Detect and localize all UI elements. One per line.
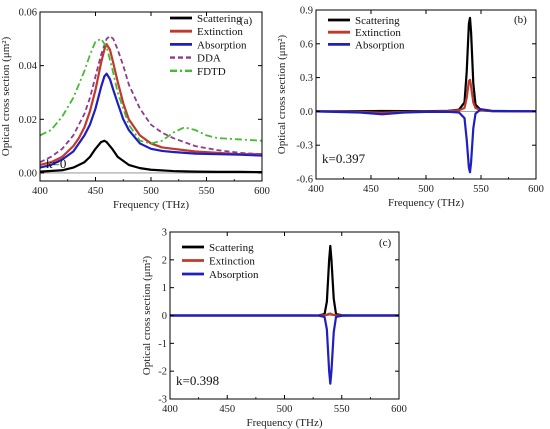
legend-entry: Extinction (197, 26, 243, 38)
legend-entry: Extinction (355, 27, 401, 39)
panel-a: 400 450 500 550 600 0.00 0.02 0.04 0.06 Frequency… (0, 8, 270, 212)
y-tick-label: 1 (162, 283, 167, 294)
x-tick-label: 600 (391, 404, 407, 415)
series-line-scattering (316, 16, 536, 113)
series-line-dda (40, 35, 262, 164)
legend-entry: DDA (197, 53, 221, 65)
y-tick-label: 3 (162, 228, 167, 239)
x-tick-label: 450 (219, 404, 235, 415)
legend-entry: Absorption (197, 39, 247, 51)
x-tick-label: 500 (277, 404, 293, 415)
y-axis-title: Optical cross section (μm²) (141, 255, 153, 375)
series-line-absorption (40, 72, 262, 169)
x-tick-label: 550 (473, 184, 489, 195)
x-tick-label: 500 (143, 186, 159, 197)
y-tick-label: 0.9 (300, 6, 313, 17)
y-tick-label: 0.04 (19, 61, 38, 72)
x-tick-label: 450 (363, 184, 379, 195)
y-tick-label: -0.3 (296, 141, 313, 152)
panel-c: 400 450 500 550 600 -3 -2 -1 0 1 2 3 Frequency (THz)… (141, 228, 407, 429)
legend-entry: Absorption (209, 269, 259, 281)
series-line-extinction (40, 43, 262, 166)
k-annotation: k=0.398 (176, 373, 219, 388)
legend-entry: Scattering (355, 15, 400, 27)
x-tick-label: 500 (418, 184, 434, 195)
k-annotation: k=0.397 (322, 151, 366, 166)
y-tick-label: 0 (162, 311, 167, 322)
legend-entry: Extinction (209, 256, 255, 268)
y-tick-label: 2 (162, 255, 167, 266)
legend-entry: Scattering (197, 13, 242, 25)
legend-entry: Scattering (209, 242, 254, 254)
y-tick-label: -2 (158, 367, 167, 378)
x-axis-title: Frequency (THz) (246, 417, 322, 429)
x-tick-label: 450 (88, 186, 104, 197)
x-tick-label: 550 (334, 404, 350, 415)
x-axis-title: Frequency (THz) (113, 199, 189, 211)
y-tick-label: 0.02 (19, 115, 37, 126)
y-axis-title: Optical cross section (μm²) (0, 36, 12, 156)
x-tick-label: 400 (162, 404, 178, 415)
legend-entry: Absorption (355, 39, 405, 51)
y-tick-label: -1 (158, 339, 167, 350)
panel-b: 400 450 500 550 600 -0.6 -0.3 0.0 0.3 0.6 0.9 Frequ… (276, 6, 544, 210)
x-tick-label: 550 (199, 186, 215, 197)
legend-entry: FDTD (197, 66, 226, 78)
y-tick-label: 0.3 (300, 73, 313, 84)
y-tick-label: -3 (158, 395, 167, 406)
x-tick-label: 400 (308, 184, 324, 195)
y-tick-label: 0.06 (19, 8, 37, 19)
series-line-fdtd (40, 37, 262, 145)
y-axis-title: Optical cross section (μm²) (276, 34, 288, 154)
series-line-absorption (170, 314, 399, 385)
series-line-scattering (170, 244, 399, 317)
series-line-scattering (40, 139, 262, 174)
panel-label: (c) (379, 237, 392, 249)
x-tick-label: 600 (528, 184, 544, 195)
x-tick-label: 400 (32, 186, 48, 197)
series-line-absorption (316, 108, 536, 174)
panel-label: (a) (240, 15, 253, 27)
x-axis-title: Frequency (THz) (388, 197, 464, 209)
y-tick-label: -0.6 (296, 175, 313, 186)
k-annotation: k=0 (46, 156, 66, 171)
y-tick-label: 0.6 (300, 39, 313, 50)
panel-label: (b) (514, 14, 527, 26)
y-tick-label: 0.00 (19, 168, 37, 179)
y-tick-label: 0.0 (300, 107, 313, 118)
series-line-extinction (316, 78, 536, 114)
x-tick-label: 600 (254, 186, 270, 197)
